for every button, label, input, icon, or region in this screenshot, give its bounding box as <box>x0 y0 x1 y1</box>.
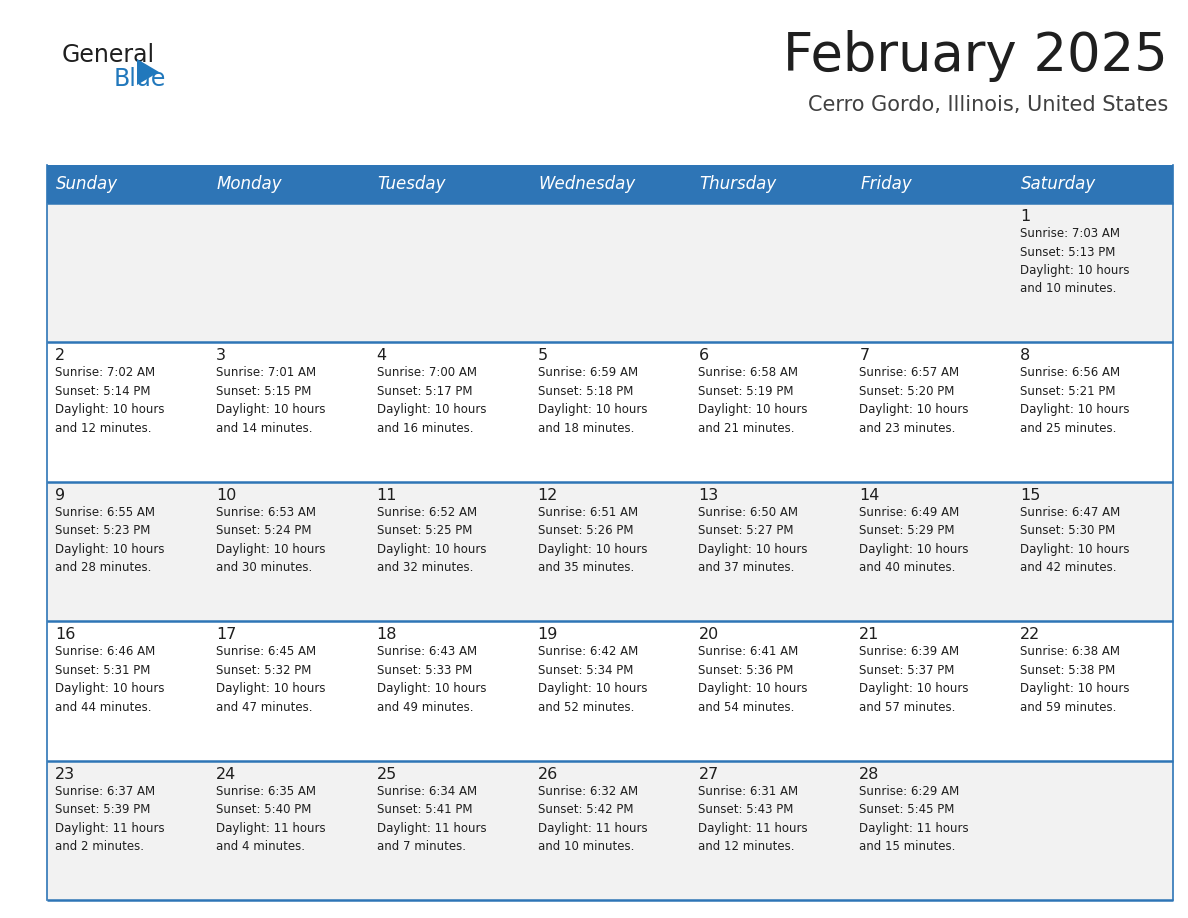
Text: Sunrise: 6:45 AM
Sunset: 5:32 PM
Daylight: 10 hours
and 47 minutes.: Sunrise: 6:45 AM Sunset: 5:32 PM Dayligh… <box>216 645 326 713</box>
Text: Sunrise: 6:39 AM
Sunset: 5:37 PM
Daylight: 10 hours
and 57 minutes.: Sunrise: 6:39 AM Sunset: 5:37 PM Dayligh… <box>859 645 968 713</box>
Text: Sunrise: 6:34 AM
Sunset: 5:41 PM
Daylight: 11 hours
and 7 minutes.: Sunrise: 6:34 AM Sunset: 5:41 PM Dayligh… <box>377 785 486 853</box>
Text: 23: 23 <box>55 767 75 781</box>
Bar <box>48 342 1173 482</box>
Text: 1: 1 <box>1020 209 1030 224</box>
Text: 9: 9 <box>55 487 65 503</box>
Text: Sunrise: 6:31 AM
Sunset: 5:43 PM
Daylight: 11 hours
and 12 minutes.: Sunrise: 6:31 AM Sunset: 5:43 PM Dayligh… <box>699 785 808 853</box>
Text: Sunrise: 6:57 AM
Sunset: 5:20 PM
Daylight: 10 hours
and 23 minutes.: Sunrise: 6:57 AM Sunset: 5:20 PM Dayligh… <box>859 366 968 435</box>
Text: Sunrise: 6:46 AM
Sunset: 5:31 PM
Daylight: 10 hours
and 44 minutes.: Sunrise: 6:46 AM Sunset: 5:31 PM Dayligh… <box>55 645 164 713</box>
Text: 10: 10 <box>216 487 236 503</box>
Text: 2: 2 <box>55 349 65 364</box>
Text: General: General <box>62 43 156 67</box>
Text: 17: 17 <box>216 627 236 643</box>
Bar <box>48 203 1173 342</box>
Bar <box>48 165 1173 203</box>
Bar <box>48 621 1173 761</box>
Text: Sunrise: 6:47 AM
Sunset: 5:30 PM
Daylight: 10 hours
and 42 minutes.: Sunrise: 6:47 AM Sunset: 5:30 PM Dayligh… <box>1020 506 1130 575</box>
Text: 26: 26 <box>538 767 558 781</box>
Text: Cerro Gordo, Illinois, United States: Cerro Gordo, Illinois, United States <box>808 95 1168 115</box>
Text: Sunrise: 7:02 AM
Sunset: 5:14 PM
Daylight: 10 hours
and 12 minutes.: Sunrise: 7:02 AM Sunset: 5:14 PM Dayligh… <box>55 366 164 435</box>
Text: Sunrise: 6:52 AM
Sunset: 5:25 PM
Daylight: 10 hours
and 32 minutes.: Sunrise: 6:52 AM Sunset: 5:25 PM Dayligh… <box>377 506 486 575</box>
Text: Sunrise: 6:29 AM
Sunset: 5:45 PM
Daylight: 11 hours
and 15 minutes.: Sunrise: 6:29 AM Sunset: 5:45 PM Dayligh… <box>859 785 969 853</box>
Text: 27: 27 <box>699 767 719 781</box>
Text: Sunrise: 7:03 AM
Sunset: 5:13 PM
Daylight: 10 hours
and 10 minutes.: Sunrise: 7:03 AM Sunset: 5:13 PM Dayligh… <box>1020 227 1130 296</box>
Text: 15: 15 <box>1020 487 1041 503</box>
Text: Saturday: Saturday <box>1022 175 1097 193</box>
Text: Sunrise: 6:55 AM
Sunset: 5:23 PM
Daylight: 10 hours
and 28 minutes.: Sunrise: 6:55 AM Sunset: 5:23 PM Dayligh… <box>55 506 164 575</box>
Text: Sunrise: 6:32 AM
Sunset: 5:42 PM
Daylight: 11 hours
and 10 minutes.: Sunrise: 6:32 AM Sunset: 5:42 PM Dayligh… <box>538 785 647 853</box>
Text: Thursday: Thursday <box>700 175 777 193</box>
Bar <box>48 761 1173 900</box>
Text: Sunrise: 6:41 AM
Sunset: 5:36 PM
Daylight: 10 hours
and 54 minutes.: Sunrise: 6:41 AM Sunset: 5:36 PM Dayligh… <box>699 645 808 713</box>
Text: Sunrise: 6:42 AM
Sunset: 5:34 PM
Daylight: 10 hours
and 52 minutes.: Sunrise: 6:42 AM Sunset: 5:34 PM Dayligh… <box>538 645 647 713</box>
Text: 24: 24 <box>216 767 236 781</box>
Text: 5: 5 <box>538 349 548 364</box>
Text: 19: 19 <box>538 627 558 643</box>
Text: Blue: Blue <box>114 67 166 91</box>
Text: Monday: Monday <box>217 175 283 193</box>
Text: 28: 28 <box>859 767 879 781</box>
Text: Sunrise: 6:50 AM
Sunset: 5:27 PM
Daylight: 10 hours
and 37 minutes.: Sunrise: 6:50 AM Sunset: 5:27 PM Dayligh… <box>699 506 808 575</box>
Text: Sunrise: 6:38 AM
Sunset: 5:38 PM
Daylight: 10 hours
and 59 minutes.: Sunrise: 6:38 AM Sunset: 5:38 PM Dayligh… <box>1020 645 1130 713</box>
Text: Sunrise: 6:43 AM
Sunset: 5:33 PM
Daylight: 10 hours
and 49 minutes.: Sunrise: 6:43 AM Sunset: 5:33 PM Dayligh… <box>377 645 486 713</box>
Text: February 2025: February 2025 <box>783 30 1168 82</box>
Text: Sunrise: 6:49 AM
Sunset: 5:29 PM
Daylight: 10 hours
and 40 minutes.: Sunrise: 6:49 AM Sunset: 5:29 PM Dayligh… <box>859 506 968 575</box>
Text: 8: 8 <box>1020 349 1030 364</box>
Polygon shape <box>137 59 159 85</box>
Text: Friday: Friday <box>860 175 912 193</box>
Text: Sunrise: 6:56 AM
Sunset: 5:21 PM
Daylight: 10 hours
and 25 minutes.: Sunrise: 6:56 AM Sunset: 5:21 PM Dayligh… <box>1020 366 1130 435</box>
Text: 18: 18 <box>377 627 397 643</box>
Text: Wednesday: Wednesday <box>538 175 636 193</box>
Text: Sunrise: 6:58 AM
Sunset: 5:19 PM
Daylight: 10 hours
and 21 minutes.: Sunrise: 6:58 AM Sunset: 5:19 PM Dayligh… <box>699 366 808 435</box>
Text: Sunrise: 6:53 AM
Sunset: 5:24 PM
Daylight: 10 hours
and 30 minutes.: Sunrise: 6:53 AM Sunset: 5:24 PM Dayligh… <box>216 506 326 575</box>
Text: Sunrise: 6:37 AM
Sunset: 5:39 PM
Daylight: 11 hours
and 2 minutes.: Sunrise: 6:37 AM Sunset: 5:39 PM Dayligh… <box>55 785 165 853</box>
Text: Tuesday: Tuesday <box>378 175 447 193</box>
Text: 12: 12 <box>538 487 558 503</box>
Text: 14: 14 <box>859 487 879 503</box>
Text: 13: 13 <box>699 487 719 503</box>
Text: Sunrise: 7:01 AM
Sunset: 5:15 PM
Daylight: 10 hours
and 14 minutes.: Sunrise: 7:01 AM Sunset: 5:15 PM Dayligh… <box>216 366 326 435</box>
Text: Sunday: Sunday <box>56 175 118 193</box>
Text: 21: 21 <box>859 627 879 643</box>
Text: 6: 6 <box>699 349 708 364</box>
Text: Sunrise: 7:00 AM
Sunset: 5:17 PM
Daylight: 10 hours
and 16 minutes.: Sunrise: 7:00 AM Sunset: 5:17 PM Dayligh… <box>377 366 486 435</box>
Text: 3: 3 <box>216 349 226 364</box>
Text: 11: 11 <box>377 487 397 503</box>
Bar <box>48 482 1173 621</box>
Text: 7: 7 <box>859 349 870 364</box>
Text: 16: 16 <box>55 627 75 643</box>
Text: 20: 20 <box>699 627 719 643</box>
Text: 22: 22 <box>1020 627 1041 643</box>
Text: Sunrise: 6:51 AM
Sunset: 5:26 PM
Daylight: 10 hours
and 35 minutes.: Sunrise: 6:51 AM Sunset: 5:26 PM Dayligh… <box>538 506 647 575</box>
Text: Sunrise: 6:35 AM
Sunset: 5:40 PM
Daylight: 11 hours
and 4 minutes.: Sunrise: 6:35 AM Sunset: 5:40 PM Dayligh… <box>216 785 326 853</box>
Text: Sunrise: 6:59 AM
Sunset: 5:18 PM
Daylight: 10 hours
and 18 minutes.: Sunrise: 6:59 AM Sunset: 5:18 PM Dayligh… <box>538 366 647 435</box>
Text: 4: 4 <box>377 349 387 364</box>
Text: 25: 25 <box>377 767 397 781</box>
